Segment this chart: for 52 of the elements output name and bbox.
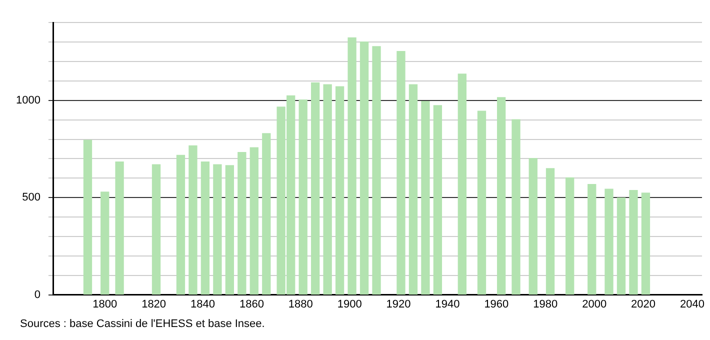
bar — [238, 152, 246, 295]
bar — [262, 133, 271, 295]
x-tick-label: 1800 — [92, 298, 118, 310]
y-tick-label: 1000 — [16, 94, 40, 106]
bar — [188, 145, 198, 295]
bar — [115, 161, 124, 295]
bar — [176, 154, 186, 295]
bar — [546, 168, 555, 295]
y-tick-label: 500 — [22, 192, 40, 204]
x-tick-label: 1840 — [190, 298, 215, 310]
bar — [348, 37, 356, 295]
bar — [335, 86, 344, 295]
bar — [100, 192, 110, 295]
bar — [496, 97, 506, 295]
source-note: Sources : base Cassini de l'EHESS et base Insee. — [20, 318, 266, 330]
bar — [477, 110, 486, 295]
bar — [372, 46, 381, 295]
bar — [616, 197, 626, 295]
x-tick-label: 2000 — [582, 298, 607, 310]
bar — [458, 74, 466, 295]
bar — [250, 147, 258, 295]
bar — [528, 158, 538, 295]
bar — [213, 164, 222, 295]
bar — [629, 190, 638, 295]
x-tick-label: 1860 — [239, 298, 264, 310]
bar — [433, 105, 442, 295]
x-tick-label: 1960 — [484, 298, 509, 310]
bar — [566, 177, 574, 295]
x-tick-label: 1900 — [337, 298, 362, 310]
bar — [421, 101, 430, 295]
y-tick-label: 0 — [34, 288, 40, 301]
bar — [152, 164, 161, 295]
bar — [604, 188, 614, 295]
bar — [200, 161, 210, 295]
x-tick-label: 1980 — [533, 298, 558, 310]
x-tick-label: 1920 — [386, 298, 411, 310]
x-tick-label: 2040 — [680, 298, 704, 310]
bar — [512, 119, 520, 295]
bar — [225, 165, 234, 295]
bar — [641, 192, 650, 295]
x-tick-label: 1820 — [142, 298, 166, 310]
bar — [311, 82, 320, 295]
bar — [396, 51, 406, 295]
bar — [360, 42, 369, 295]
bar — [83, 140, 92, 295]
x-tick-label: 2020 — [631, 298, 656, 310]
x-tick-label: 1880 — [288, 298, 313, 310]
bar — [298, 99, 308, 295]
bar — [588, 184, 596, 295]
x-tick-label: 1940 — [435, 298, 460, 310]
bar — [323, 84, 332, 295]
bar — [408, 84, 418, 295]
